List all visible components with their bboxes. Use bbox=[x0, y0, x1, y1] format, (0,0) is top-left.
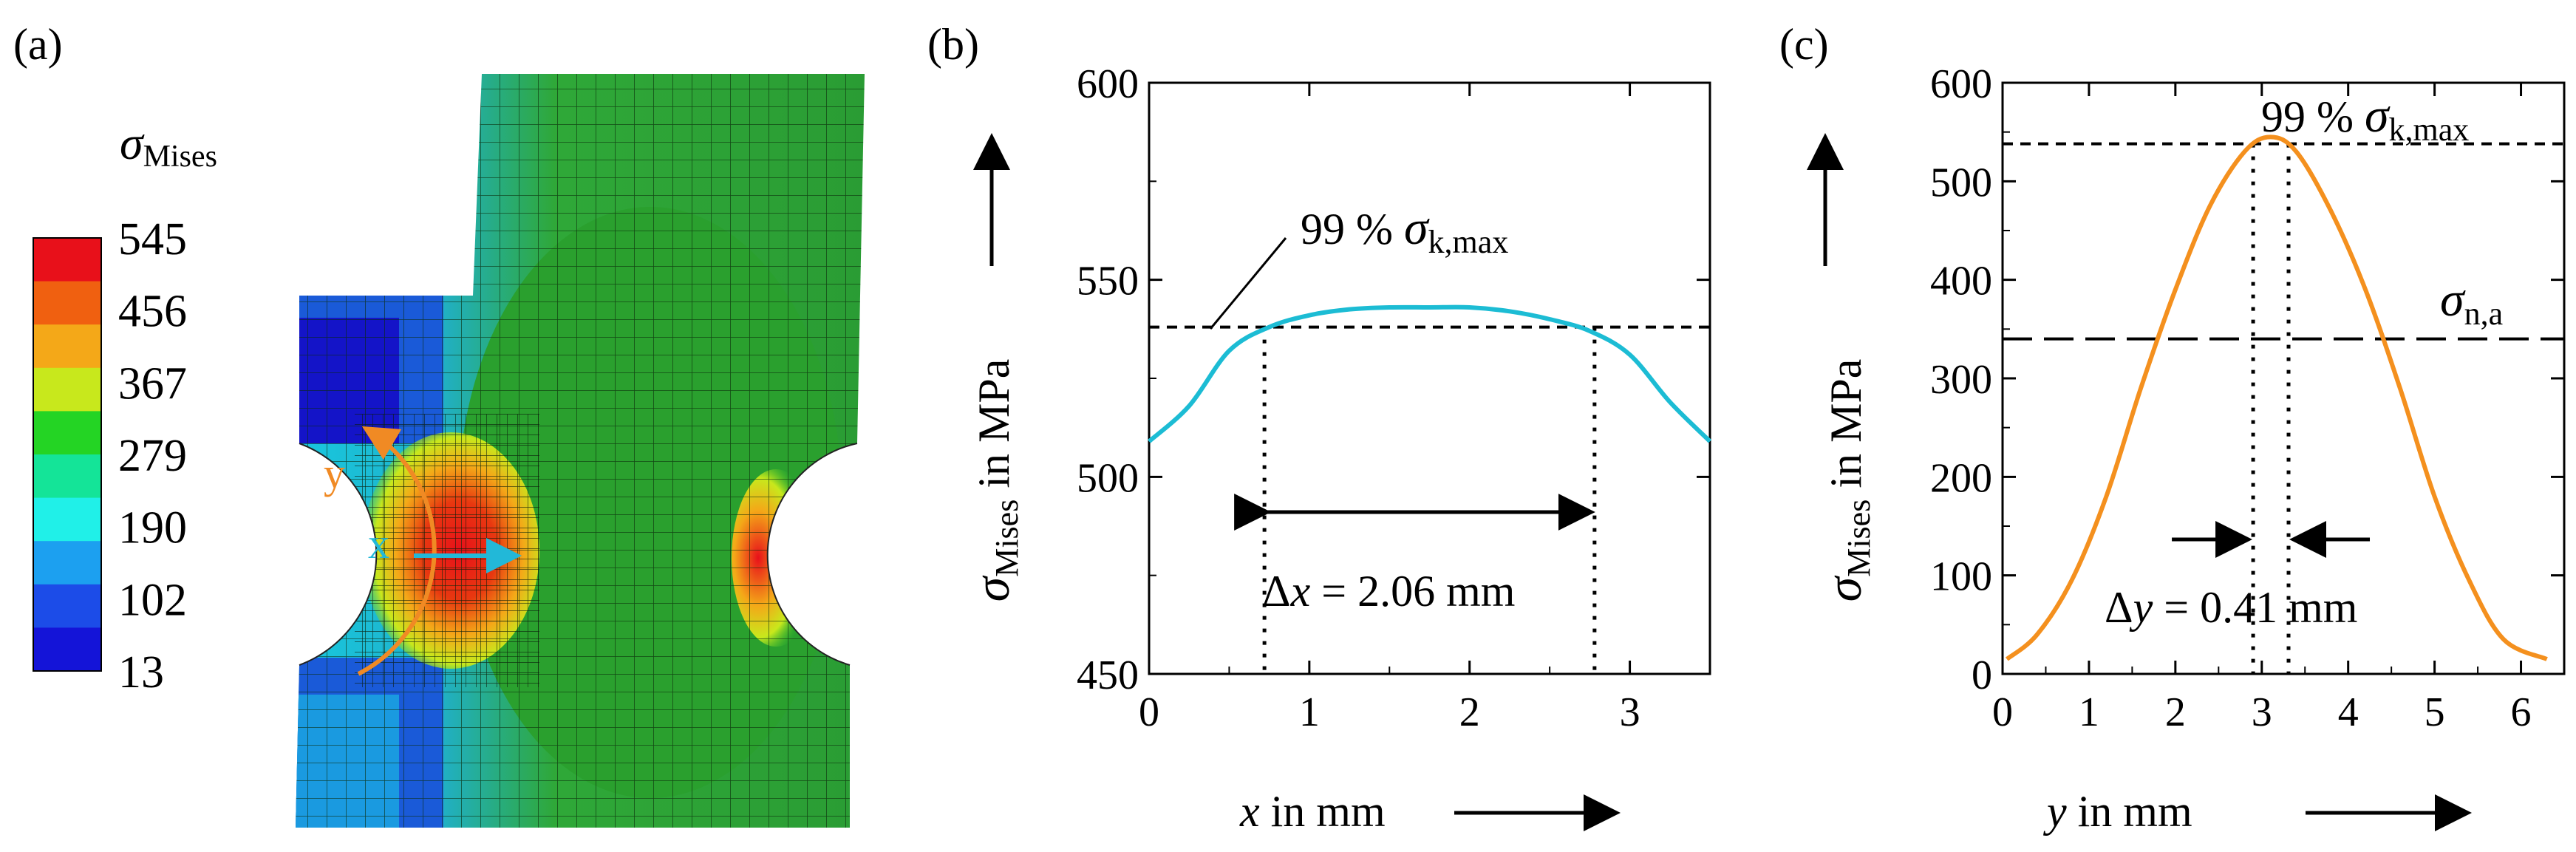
x-tick-label: 0 bbox=[1139, 689, 1159, 735]
stress-color-legend bbox=[33, 237, 102, 672]
x-direction-label: x bbox=[368, 519, 389, 568]
x-tick-label: 4 bbox=[2338, 689, 2359, 735]
legend-swatch bbox=[33, 281, 101, 325]
b-ticks: 0 1 2 3 450 500 550 600 bbox=[1077, 61, 1710, 735]
c-y-axis-label: σMises in MPa bbox=[1816, 359, 1877, 602]
legend-swatch bbox=[33, 497, 101, 542]
panel-label-c: (c) bbox=[1779, 20, 1829, 69]
b-annotation-99pct: 99 % σk,max bbox=[1301, 201, 1508, 260]
y-tick-label: 200 bbox=[1930, 455, 1992, 501]
stress-legend-values: 545 456 367 279 190 102 13 bbox=[118, 214, 187, 698]
x-tick-label: 3 bbox=[2252, 689, 2272, 735]
y-tick-label: 100 bbox=[1930, 554, 1992, 600]
legend-swatch bbox=[33, 584, 101, 628]
specimen-top-left-region bbox=[296, 74, 443, 296]
legend-swatch bbox=[33, 627, 101, 672]
panel-label-b: (b) bbox=[927, 20, 979, 69]
c-delta-label: Δy = 0.41 mm bbox=[2105, 583, 2357, 632]
c-ticks: 0 1 2 3 4 5 6 0 100 200 300 400 500 600 bbox=[1930, 61, 2564, 735]
legend-value: 367 bbox=[118, 358, 187, 409]
x-tick-label: 0 bbox=[1992, 689, 2013, 735]
legend-swatch bbox=[33, 411, 101, 455]
legend-value: 13 bbox=[118, 647, 164, 698]
y-tick-label: 300 bbox=[1930, 357, 1992, 403]
b-reference-lines bbox=[1149, 325, 1710, 674]
y-tick-label: 500 bbox=[1077, 455, 1139, 501]
y-tick-label: 600 bbox=[1077, 61, 1139, 107]
legend-value: 279 bbox=[118, 431, 187, 481]
legend-value: 102 bbox=[118, 575, 187, 625]
legend-swatch bbox=[33, 454, 101, 499]
b-stress-points bbox=[1148, 307, 1711, 442]
y-direction-arrow bbox=[357, 426, 437, 676]
c-x-axis-label: y in mm bbox=[2042, 787, 2192, 836]
c-stress-points bbox=[2006, 137, 2547, 660]
b-delta-label: Δx = 2.06 mm bbox=[1262, 567, 1515, 616]
y-tick-label: 600 bbox=[1930, 61, 1992, 107]
legend-swatch bbox=[33, 367, 101, 412]
panel-c: (c) σMises in MPa 0 1 2 3 4 5 6 0 100 200 300 400 50… bbox=[1779, 20, 2566, 836]
b-annotation-leader bbox=[1209, 237, 1287, 330]
b-stress-curve bbox=[1148, 304, 1712, 443]
panel-b: (b) σMises in MPa 0 1 2 3 450 500 550 600 99 % … bbox=[927, 20, 1712, 836]
c-reference-lines bbox=[2003, 142, 2564, 674]
legend-value: 545 bbox=[118, 214, 187, 265]
y-direction-label: y bbox=[324, 449, 345, 497]
x-tick-label: 1 bbox=[1299, 689, 1320, 735]
x-tick-label: 2 bbox=[2165, 689, 2186, 735]
legend-value: 190 bbox=[118, 503, 187, 553]
panel-a: (a) σMises 545 456 367 279 190 102 13 bbox=[13, 20, 865, 828]
notch-left bbox=[299, 443, 378, 666]
legend-swatch bbox=[33, 541, 101, 585]
y-tick-label: 450 bbox=[1077, 652, 1139, 698]
x-tick-label: 5 bbox=[2425, 689, 2445, 735]
legend-swatch bbox=[33, 324, 101, 369]
x-tick-label: 1 bbox=[2079, 689, 2099, 735]
x-tick-label: 6 bbox=[2511, 689, 2532, 735]
c-sigma-na-label: σn,a bbox=[2440, 273, 2503, 332]
legend-value: 456 bbox=[118, 287, 187, 337]
b-y-axis-label: σMises in MPa bbox=[964, 359, 1025, 602]
legend-title: σMises bbox=[120, 117, 217, 174]
y-tick-label: 500 bbox=[1930, 160, 1992, 205]
y-tick-label: 400 bbox=[1930, 259, 1992, 304]
panel-label-a: (a) bbox=[13, 20, 63, 69]
legend-frame bbox=[33, 237, 102, 672]
y-tick-label: 550 bbox=[1077, 259, 1139, 304]
x-tick-label: 2 bbox=[1459, 689, 1480, 735]
notch-right bbox=[766, 443, 858, 666]
x-tick-label: 3 bbox=[1620, 689, 1640, 735]
c-stress-curve bbox=[2005, 134, 2548, 661]
y-tick-label: 0 bbox=[1972, 652, 1992, 698]
b-x-axis-label: x in mm bbox=[1239, 787, 1386, 836]
legend-swatch bbox=[33, 238, 101, 282]
c-annotation-99pct: 99 % σk,max bbox=[2261, 89, 2469, 148]
fe-specimen-model: y x bbox=[296, 74, 865, 828]
